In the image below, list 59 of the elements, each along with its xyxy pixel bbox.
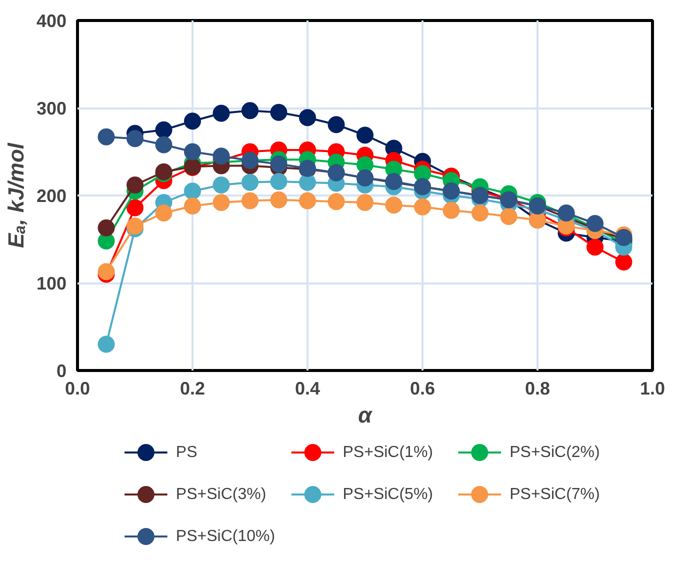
x-tick-label: 0.2 <box>180 378 206 398</box>
point <box>184 112 201 130</box>
point <box>385 196 402 214</box>
point <box>98 219 115 236</box>
legend-label: PS+SiC(7%) <box>510 486 600 503</box>
point <box>242 192 258 210</box>
point <box>270 191 288 208</box>
point <box>126 176 144 194</box>
point <box>98 336 115 353</box>
y-tick-label: 100 <box>36 274 67 294</box>
point <box>328 116 345 134</box>
point <box>270 104 288 121</box>
point <box>184 182 201 200</box>
point <box>442 202 460 219</box>
point <box>356 194 374 211</box>
x-tick-label: 0.0 <box>64 378 90 398</box>
point <box>328 193 345 210</box>
point <box>184 143 201 160</box>
y-axis-title: Eₐ, kJ/mol <box>3 142 28 248</box>
point <box>184 198 201 214</box>
point <box>212 194 230 211</box>
point <box>356 126 374 144</box>
y-tick-label: 400 <box>36 11 67 31</box>
point <box>270 156 288 172</box>
legend-label: PS+SiC(5%) <box>342 486 434 503</box>
point <box>299 109 316 126</box>
point <box>212 148 230 165</box>
x-tick-label: 0.6 <box>410 378 436 398</box>
point <box>586 215 604 232</box>
legend-label: PS+SiC(2%) <box>510 444 600 461</box>
point <box>299 174 316 191</box>
point <box>500 208 518 225</box>
legend-label: PS+SiC(3%) <box>176 486 266 503</box>
point <box>270 173 288 190</box>
point <box>155 121 172 138</box>
point <box>155 204 172 222</box>
point <box>586 238 604 256</box>
point <box>126 199 144 216</box>
point <box>155 136 172 154</box>
y-tick-label: 300 <box>36 98 67 118</box>
x-tick-label: 1.0 <box>640 378 666 398</box>
point <box>212 104 230 122</box>
x-tick-label: 0.4 <box>294 378 320 398</box>
x-tick-label: 0.8 <box>524 378 550 398</box>
point <box>242 102 258 120</box>
y-tick-label: 200 <box>36 186 67 206</box>
point <box>414 198 431 216</box>
x-axis-title: α <box>358 402 374 428</box>
point <box>242 174 258 191</box>
point <box>98 128 115 146</box>
point <box>212 176 230 194</box>
point <box>472 204 488 222</box>
y-tick-label: 0 <box>56 361 67 381</box>
point <box>126 130 144 148</box>
legend-label: PS+SiC(1%) <box>342 444 434 461</box>
point <box>299 192 316 210</box>
legend-label: PS <box>176 444 198 461</box>
legend-label: PS+SiC(10%) <box>176 528 276 545</box>
point <box>615 254 632 270</box>
